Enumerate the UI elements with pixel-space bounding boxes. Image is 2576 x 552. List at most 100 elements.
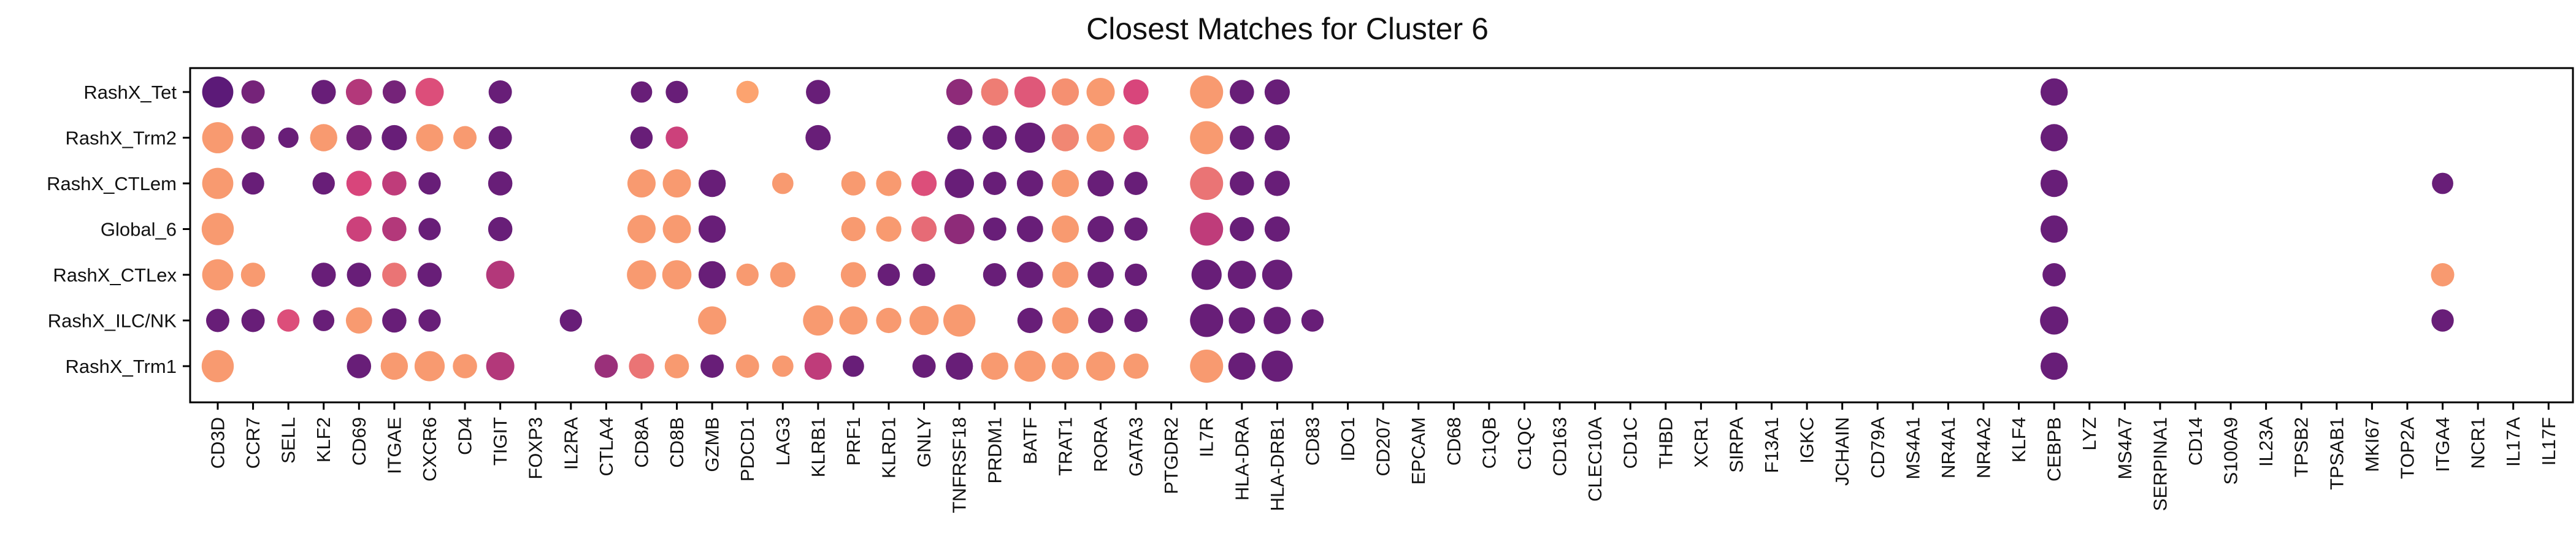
dot-global-6-prf1 — [841, 217, 866, 242]
dot-rashx-ctlem-gata3 — [1124, 172, 1148, 195]
column-label-f13a1: F13A1 — [1761, 417, 1782, 473]
column-label-cd79a: CD79A — [1867, 417, 1888, 478]
dot-rashx-ctlex-klrd1 — [877, 263, 900, 286]
dot-global-6-il7r — [1190, 212, 1224, 246]
column-label-il23a: IL23A — [2255, 417, 2277, 467]
dot-global-6-rora — [1087, 216, 1114, 242]
column-label-il17f: IL17F — [2538, 417, 2559, 466]
dot-rashx-trm1-prdm1 — [981, 352, 1008, 380]
column-label-prdm1: PRDM1 — [984, 417, 1005, 484]
dot-rashx-ilc-nk-prf1 — [839, 306, 868, 335]
dot-rashx-tet-hla-dra — [1230, 80, 1254, 104]
column-label-xcr1: XCR1 — [1690, 417, 1712, 468]
dot-rashx-ilc-nk-il7r — [1190, 304, 1224, 337]
dot-rashx-ilc-nk-batf — [1017, 307, 1043, 334]
dot-rashx-trm2-hla-dra — [1230, 125, 1254, 150]
dot-global-6-hla-dra — [1230, 217, 1254, 242]
row-label-rashx-tet: RashX_Tet — [83, 82, 177, 103]
column-label-jchain: JCHAIN — [1831, 417, 1853, 486]
column-label-cd163: CD163 — [1549, 417, 1571, 477]
dot-rashx-trm1-tnfrsf18 — [945, 352, 973, 380]
column-label-cd69: CD69 — [348, 417, 370, 466]
dot-rashx-trm1-tigit — [486, 352, 515, 380]
dot-rashx-ilc-nk-klf2 — [313, 310, 335, 331]
row-label-rashx-ctlex: RashX_CTLex — [53, 264, 177, 286]
dot-rashx-ctlem-batf — [1016, 170, 1043, 197]
column-label-cd3d: CD3D — [207, 417, 229, 469]
dot-rashx-trm2-sell — [278, 127, 299, 148]
dot-rashx-ctlem-cxcr6 — [418, 172, 441, 195]
column-label-ptgdr2: PTGDR2 — [1160, 417, 1182, 494]
column-labels: CD3D CCR7 SELL KLF2 CD69 ITGAE CXCR6 CD4 TIGIT FO… — [207, 417, 2576, 513]
dot-rashx-ilc-nk-hla-drb1 — [1263, 307, 1291, 334]
column-label-ms4a7: MS4A7 — [2114, 417, 2136, 480]
dot-rashx-ctlex-batf — [1016, 261, 1043, 288]
dot-rashx-ctlem-trat1 — [1051, 169, 1079, 197]
column-label-ccr7: CCR7 — [242, 417, 264, 469]
dot-rashx-tet-cd8a — [631, 81, 653, 103]
dot-rashx-tet-ccr7 — [241, 80, 265, 104]
dot-global-6-itgae — [382, 217, 407, 242]
dot-rashx-ctlem-cd8a — [627, 169, 656, 197]
column-label-klrd1: KLRD1 — [878, 417, 900, 478]
dot-rashx-ctlex-cd8a — [627, 260, 656, 289]
dot-rashx-ctlex-trat1 — [1052, 261, 1079, 288]
dot-rashx-ctlex-cd3d — [202, 259, 234, 291]
dot-rashx-tet-cd8b — [665, 80, 688, 104]
column-label-sell: SELL — [278, 417, 299, 464]
dot-rashx-trm1-cd8a — [629, 353, 654, 379]
dot-rashx-ctlem-itgae — [382, 171, 407, 196]
dot-rashx-tet-il7r — [1190, 75, 1224, 109]
dot-rashx-trm2-cd8a — [630, 126, 653, 149]
dot-rashx-ctlem-ccr7 — [242, 172, 264, 195]
dot-rashx-ilc-nk-trat1 — [1052, 307, 1079, 334]
dot-rashx-ilc-nk-gzmb — [698, 306, 727, 335]
dot-rashx-ilc-nk-itgae — [382, 308, 407, 333]
dot-rashx-ilc-nk-rora — [1087, 307, 1114, 334]
column-label-cd207: CD207 — [1373, 417, 1394, 477]
dot-global-6-batf — [1016, 216, 1043, 242]
dot-rashx-ilc-nk-gnly — [909, 305, 939, 335]
column-label-cd4: CD4 — [454, 417, 476, 455]
dot-rashx-ctlex-ccr7 — [240, 263, 266, 287]
dot-rashx-trm2-prdm1 — [982, 125, 1007, 150]
dot-rashx-trm2-cebpb — [2040, 124, 2068, 151]
dot-rashx-ctlex-hla-drb1 — [1262, 259, 1292, 290]
dot-rashx-ctlem-cebpb — [2040, 169, 2068, 197]
dot-rashx-trm1-ctla4 — [594, 355, 618, 378]
dot-rashx-trm2-hla-drb1 — [1264, 125, 1290, 151]
dot-rashx-ctlex-rora — [1087, 261, 1114, 288]
column-label-cd83: CD83 — [1301, 417, 1323, 466]
dot-rashx-ilc-nk-cebpb — [2040, 306, 2069, 335]
dot-rashx-trm2-klf2 — [310, 124, 337, 151]
column-label-s100a9: S100A9 — [2220, 417, 2242, 485]
dot-rashx-trm1-hla-dra — [1228, 352, 1256, 380]
column-label-cd68: CD68 — [1443, 417, 1465, 466]
dot-global-6-gata3 — [1124, 217, 1148, 241]
row-label-global-6: Global_6 — [101, 219, 177, 240]
column-label-klf2: KLF2 — [313, 417, 334, 462]
column-label-c1qc: C1QC — [1514, 417, 1535, 470]
dot-rashx-trm2-cd3d — [202, 122, 234, 153]
dot-rashx-trm1-cd3d — [201, 350, 234, 383]
column-label-hla-drb1: HLA-DRB1 — [1267, 417, 1288, 511]
dot-global-6-tnfrsf18 — [944, 213, 975, 245]
dot-rashx-trm2-tigit — [488, 126, 512, 150]
dot-rashx-ctlem-lag3 — [772, 172, 794, 194]
column-label-cd1c: CD1C — [1620, 417, 1641, 469]
dot-rashx-ilc-nk-cxcr6 — [418, 309, 441, 332]
dot-rashx-ilc-nk-il2ra — [559, 309, 582, 332]
dot-rashx-tet-klf2 — [311, 80, 336, 104]
column-label-lyz: LYZ — [2079, 417, 2100, 451]
row-label-rashx-ctlem: RashX_CTLem — [47, 173, 177, 194]
chart-title: Closest Matches for Cluster 6 — [1086, 12, 1489, 46]
column-label-foxp3: FOXP3 — [525, 417, 546, 480]
dot-rashx-trm1-klrb1 — [804, 352, 832, 380]
dot-rashx-ilc-nk-cd83 — [1301, 309, 1324, 332]
column-label-itgae: ITGAE — [383, 417, 405, 474]
column-label-batf: BATF — [1019, 417, 1041, 464]
dot-rashx-ilc-nk-tnfrsf18 — [943, 304, 976, 337]
row-label-rashx-trm1: RashX_Trm1 — [66, 356, 177, 377]
dot-rashx-ctlem-gnly — [911, 171, 937, 196]
